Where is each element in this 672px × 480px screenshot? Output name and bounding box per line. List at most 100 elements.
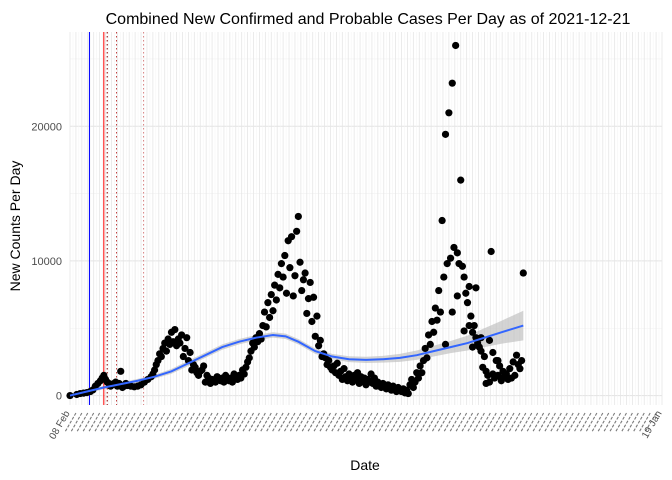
x-tick-mark <box>366 412 379 433</box>
x-tick-mark <box>543 412 556 433</box>
x-tick-mark <box>218 412 231 433</box>
data-point <box>176 339 184 347</box>
data-point <box>267 290 275 299</box>
data-point <box>453 292 461 300</box>
x-tick-mark <box>478 412 491 433</box>
data-point <box>162 347 171 355</box>
data-point <box>516 365 524 373</box>
data-point <box>480 352 488 361</box>
data-point <box>298 286 306 295</box>
data-point <box>487 247 495 256</box>
data-point <box>450 243 458 252</box>
data-point <box>265 313 274 322</box>
data-point <box>260 308 269 316</box>
x-tick-mark <box>283 412 296 433</box>
x-tick-mark <box>206 412 219 433</box>
data-point <box>519 269 527 277</box>
data-point <box>293 227 301 235</box>
data-point <box>294 212 302 221</box>
x-tick-mark <box>401 412 414 433</box>
x-tick-mark <box>76 412 89 433</box>
x-tick-mark <box>615 412 627 433</box>
x-tick-mark <box>253 412 266 433</box>
x-tick-mark <box>135 412 148 433</box>
data-point <box>518 356 526 365</box>
y-tick-label: 10000 <box>31 256 62 268</box>
x-tick-mark <box>165 412 178 433</box>
x-tick-mark <box>141 412 154 433</box>
data-point <box>435 286 443 295</box>
data-point <box>183 334 191 342</box>
x-tick-mark <box>123 412 136 433</box>
x-tick-mark <box>159 412 172 433</box>
x-tick-mark <box>230 412 243 433</box>
x-tick-mark <box>70 412 83 433</box>
data-point <box>117 367 125 375</box>
data-point <box>485 378 494 386</box>
data-point <box>441 340 450 349</box>
trend-line <box>69 324 524 397</box>
data-point <box>440 273 448 281</box>
data-point <box>494 356 502 365</box>
data-point <box>171 325 179 334</box>
x-tick-mark <box>384 412 397 433</box>
trend-line-group <box>69 324 524 397</box>
x-tick-mark <box>277 412 290 433</box>
x-tick-mark <box>247 412 260 433</box>
x-tick-mark <box>242 412 254 433</box>
data-point <box>467 312 475 320</box>
data-point <box>489 348 497 357</box>
x-tick-mark <box>620 412 633 433</box>
x-tick-mark <box>307 412 320 433</box>
data-point <box>414 374 423 382</box>
data-point <box>438 216 446 225</box>
data-point <box>179 352 187 361</box>
y-tick-label: 20000 <box>31 121 62 133</box>
x-tick-mark <box>105 412 118 433</box>
data-point <box>309 293 318 301</box>
data-point <box>448 308 456 316</box>
x-tick-mark <box>561 412 574 433</box>
data-point <box>465 321 473 330</box>
data-point <box>468 328 477 336</box>
x-tick-mark <box>301 412 314 433</box>
data-point <box>301 269 309 277</box>
x-tick-mark <box>567 412 580 433</box>
x-tick-mark <box>467 412 479 433</box>
x-tick-mark <box>526 412 539 433</box>
x-tick-mark <box>372 412 385 433</box>
data-point <box>269 307 277 315</box>
x-tick-mark <box>64 412 77 433</box>
data-point <box>430 328 438 336</box>
x-tick-mark <box>390 412 402 433</box>
data-point <box>431 304 439 312</box>
x-tick-mark <box>626 412 639 433</box>
gridlines <box>69 32 663 405</box>
x-tick-mark <box>443 412 456 433</box>
data-point <box>426 340 434 349</box>
x-tick-mark <box>265 412 278 433</box>
data-point <box>250 343 258 351</box>
x-tick-mark <box>455 412 468 433</box>
x-tick-mark <box>200 412 213 433</box>
x-tick-mark <box>395 412 408 433</box>
x-tick-mark <box>413 412 426 433</box>
data-point <box>453 249 461 257</box>
x-tick-mark <box>117 412 130 433</box>
data-point <box>303 309 311 318</box>
data-point <box>316 336 324 344</box>
data-point <box>485 336 494 344</box>
data-point <box>460 327 468 335</box>
x-tick-mark <box>573 412 586 433</box>
x-tick-mark <box>520 412 533 433</box>
data-point <box>445 109 453 117</box>
data-point <box>463 299 472 307</box>
x-tick-mark <box>425 412 438 433</box>
data-point <box>448 79 456 87</box>
data-point <box>489 370 497 378</box>
data-point <box>511 371 519 379</box>
x-tick-mark <box>129 412 142 433</box>
y-axis-ticks: 0 10000 20000 <box>31 121 62 402</box>
x-tick-mark <box>354 412 367 433</box>
